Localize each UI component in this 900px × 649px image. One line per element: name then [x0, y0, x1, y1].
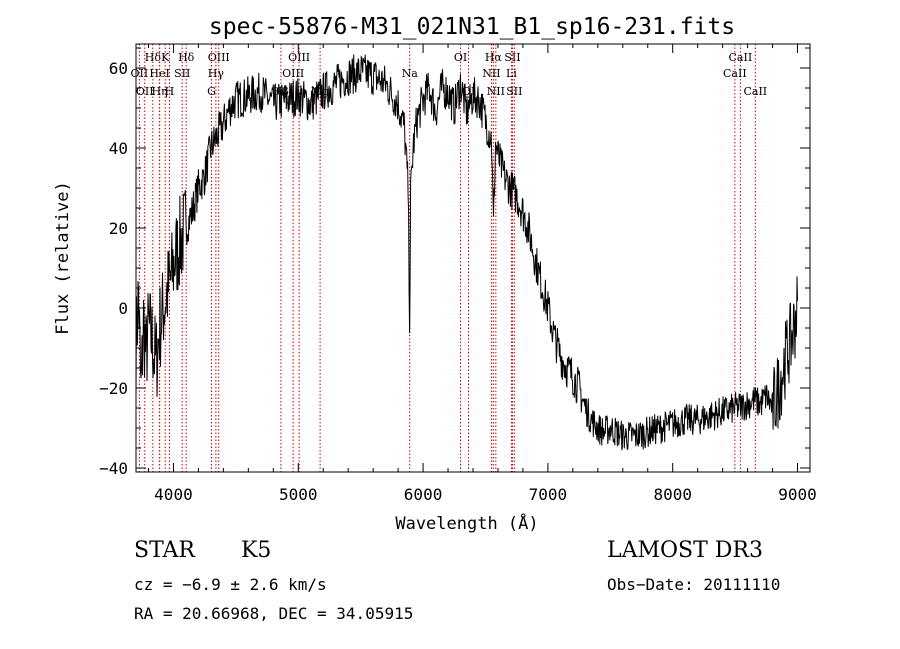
chart-title: spec-55876-M31_021N31_B1_sp16-231.fits [209, 14, 735, 40]
line-label: NII [487, 85, 505, 98]
line-label: Hη [151, 85, 167, 98]
object-subclass: K5 [241, 538, 272, 563]
line-label: OIII [208, 51, 230, 64]
y-tick-label: 20 [109, 219, 128, 238]
y-tick-label: −40 [99, 459, 128, 478]
object-type: STAR [134, 538, 195, 563]
line-label: CaII [743, 85, 767, 98]
coordinates: RA = 20.66968, DEC = 34.05915 [134, 604, 414, 623]
y-tick-label: 40 [109, 139, 128, 158]
line-label: OIII [288, 51, 310, 64]
axis-ticks: 4000 5000 6000 7000 8000 9000 −40 −20 0 20 40 60 [99, 44, 817, 504]
line-label: OIII [282, 67, 304, 80]
x-axis-label: Wavelength (Å) [395, 512, 538, 534]
survey-name: LAMOST DR3 [607, 538, 763, 563]
line-label: Hδ [178, 51, 195, 64]
line-label: NII [482, 67, 500, 80]
line-label: Li [506, 67, 517, 80]
line-label: Na [402, 67, 419, 80]
x-tick-label: 8000 [653, 485, 692, 504]
y-axis-label: Flux (relative) [53, 181, 73, 335]
spectrum-layer [135, 54, 798, 451]
line-label: SII [174, 67, 190, 80]
x-tick-label: 5000 [279, 485, 318, 504]
line-label: H [165, 85, 175, 98]
x-tick-label: 7000 [529, 485, 568, 504]
observation-date: Obs−Date: 20111110 [607, 575, 781, 594]
line-label: Hα [485, 51, 503, 64]
y-tick-label: −20 [99, 379, 128, 398]
line-label: Hγ [208, 67, 225, 80]
line-label: OI [454, 51, 467, 64]
line-label: SII [506, 85, 522, 98]
line-label: CaII [729, 51, 753, 64]
line-label: OII [131, 67, 149, 80]
line-label: CaII [723, 67, 747, 80]
line-label: SII [504, 51, 520, 64]
line-label: Hδ [145, 51, 162, 64]
line-label: G [207, 85, 216, 98]
y-tick-label: 0 [118, 299, 128, 318]
x-tick-label: 4000 [154, 485, 193, 504]
redshift-value: cz = −6.9 ± 2.6 km/s [134, 575, 327, 594]
x-tick-label: 9000 [778, 485, 817, 504]
line-label: K [161, 51, 170, 64]
y-tick-label: 60 [109, 59, 128, 78]
spectrum-line [135, 54, 798, 451]
x-tick-label: 6000 [404, 485, 443, 504]
